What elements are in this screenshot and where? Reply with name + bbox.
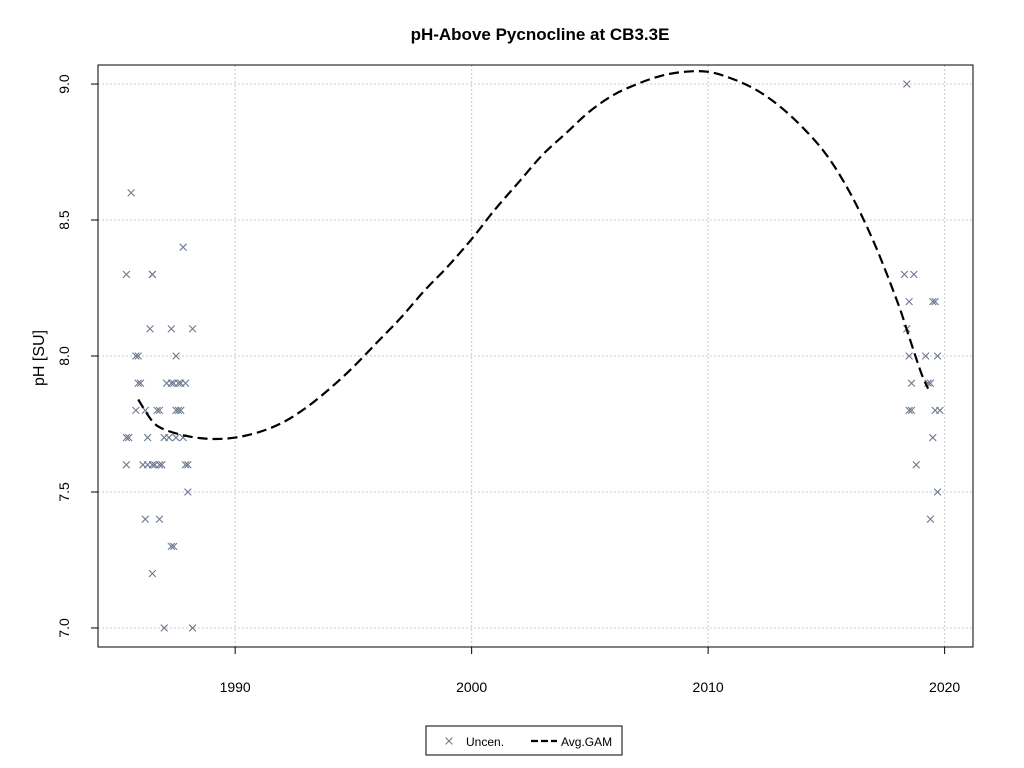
data-point (146, 325, 154, 333)
data-point (132, 352, 140, 360)
data-point (155, 460, 164, 469)
data-point (926, 515, 935, 523)
data-point (907, 406, 916, 415)
data-point (188, 624, 197, 632)
data-point (124, 433, 133, 442)
data-point (905, 297, 913, 306)
data-point (153, 406, 161, 415)
data-point (127, 189, 135, 197)
data-point (921, 352, 930, 360)
data-point (912, 460, 921, 469)
data-point (174, 379, 183, 387)
data-point (933, 352, 942, 360)
data-point (122, 433, 131, 442)
data-point (184, 488, 192, 496)
data-point (931, 297, 939, 306)
data-point (155, 515, 164, 523)
data-point (165, 433, 173, 442)
data-point (148, 569, 157, 578)
legend-x-marker (445, 737, 453, 745)
y-tick-label: 8.0 (56, 346, 72, 366)
data-point (169, 542, 178, 551)
data-point (134, 352, 142, 360)
data-point (900, 270, 909, 279)
data-point (158, 460, 166, 469)
data-point (134, 379, 142, 387)
data-point (160, 624, 169, 632)
data-point (167, 542, 176, 551)
data-point (143, 433, 152, 442)
data-point (167, 325, 176, 333)
y-axis-label: pH [SU] (31, 330, 48, 386)
x-tick-label: 2020 (929, 679, 960, 695)
data-point (181, 379, 190, 387)
data-point (926, 379, 935, 387)
avg-gam-line (137, 70, 930, 441)
data-point (148, 460, 157, 469)
y-tick-label: 7.5 (56, 482, 72, 502)
data-point (141, 515, 150, 523)
legend-label-gam: Avg.GAM (561, 735, 612, 749)
data-point (174, 406, 183, 415)
scatter-points (122, 80, 944, 632)
axes: 1990 2000 2010 2020 7.0 7.5 8.0 8.5 9.0 (56, 74, 960, 695)
data-point (176, 406, 185, 415)
data-point (184, 460, 192, 469)
x-tick-label: 1990 (220, 679, 251, 695)
data-point (902, 80, 911, 88)
legend-box (425, 725, 623, 756)
data-point (936, 406, 944, 415)
x-tick-label: 2010 (693, 679, 724, 695)
data-point (136, 379, 145, 387)
legend-marker-uncen (445, 737, 453, 745)
legend-label-uncen: Uncen. (466, 735, 504, 749)
data-point (167, 379, 176, 387)
data-point (155, 406, 164, 415)
data-point (181, 460, 190, 469)
data-point (172, 352, 180, 360)
data-point (907, 379, 916, 387)
data-point (188, 325, 197, 333)
x-tick-label: 2000 (456, 679, 487, 695)
y-tick-label: 7.0 (56, 618, 72, 638)
data-point (148, 270, 157, 279)
data-point (905, 352, 913, 360)
chart-title: pH-Above Pycnocline at CB3.3E (411, 25, 670, 44)
data-point (179, 243, 187, 252)
data-point (929, 297, 937, 306)
y-tick-label: 8.5 (56, 210, 72, 230)
data-point (122, 460, 131, 469)
data-point (929, 433, 937, 442)
y-tick-label: 9.0 (56, 74, 72, 94)
data-point (122, 270, 131, 279)
data-point (933, 488, 942, 496)
data-point (132, 406, 140, 415)
legend: Uncen. Avg.GAM (425, 725, 623, 756)
data-point (172, 433, 180, 442)
grid (98, 65, 973, 647)
data-point (905, 406, 913, 415)
data-point (910, 270, 918, 279)
